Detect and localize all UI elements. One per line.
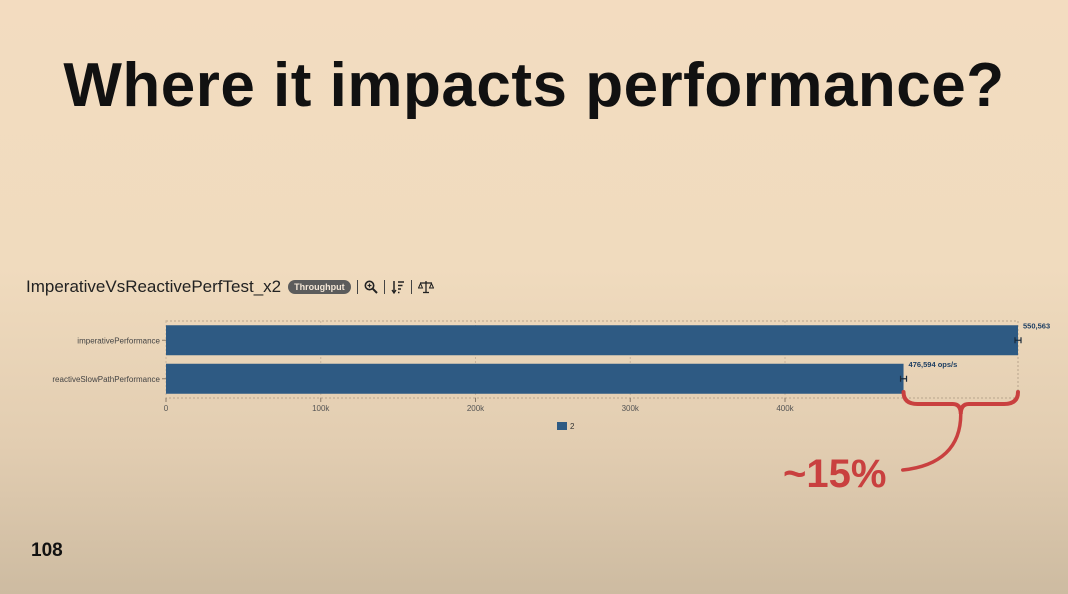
bar	[166, 363, 904, 394]
toolbar-divider	[410, 280, 412, 294]
brace-path	[901, 390, 1020, 415]
chart-name: ImperativeVsReactivePerfTest_x2	[26, 277, 282, 296]
data-labels: 550,563 476,594 ops/s	[909, 321, 1051, 369]
chart-header: ImperativeVsReactivePerfTest_x2 Throughp…	[26, 276, 434, 298]
data-label: 476,594 ops/s	[909, 360, 958, 369]
bar	[166, 325, 1018, 356]
legend-label: 2	[570, 422, 575, 431]
throughput-badge[interactable]: Throughput	[288, 280, 351, 294]
legend: 2	[557, 422, 575, 431]
x-tick-label: 0	[164, 404, 169, 413]
x-tick-label: 100k	[312, 404, 330, 413]
brace-pointer	[901, 412, 963, 472]
x-tick-label: 300k	[622, 404, 640, 413]
bars	[166, 325, 1022, 394]
category-label: imperativePerformance	[77, 336, 160, 345]
x-tick-label: 400k	[776, 404, 794, 413]
legend-swatch	[557, 422, 567, 430]
plot-border	[165, 320, 1019, 399]
data-label: 550,563	[1023, 321, 1050, 330]
toolbar-divider	[356, 280, 358, 294]
difference-annotation: ~15%	[783, 452, 887, 496]
toolbar-divider	[383, 280, 385, 294]
compare-scale-icon[interactable]	[417, 280, 434, 294]
x-tick-label: 200k	[467, 404, 485, 413]
zoom-icon[interactable]	[364, 280, 378, 294]
sort-icon[interactable]	[391, 280, 405, 294]
annotation-brace	[901, 390, 1020, 472]
category-label: reactiveSlowPathPerformance	[52, 375, 160, 384]
category-labels: imperativePerformance reactiveSlowPathPer…	[52, 336, 166, 384]
page-number: 108	[31, 540, 63, 561]
x-axis-ticks: 0 100k 200k 300k 400k	[164, 398, 795, 413]
plot-frame	[165, 320, 1019, 399]
slide-title: Where it impacts performance?	[63, 51, 1005, 120]
